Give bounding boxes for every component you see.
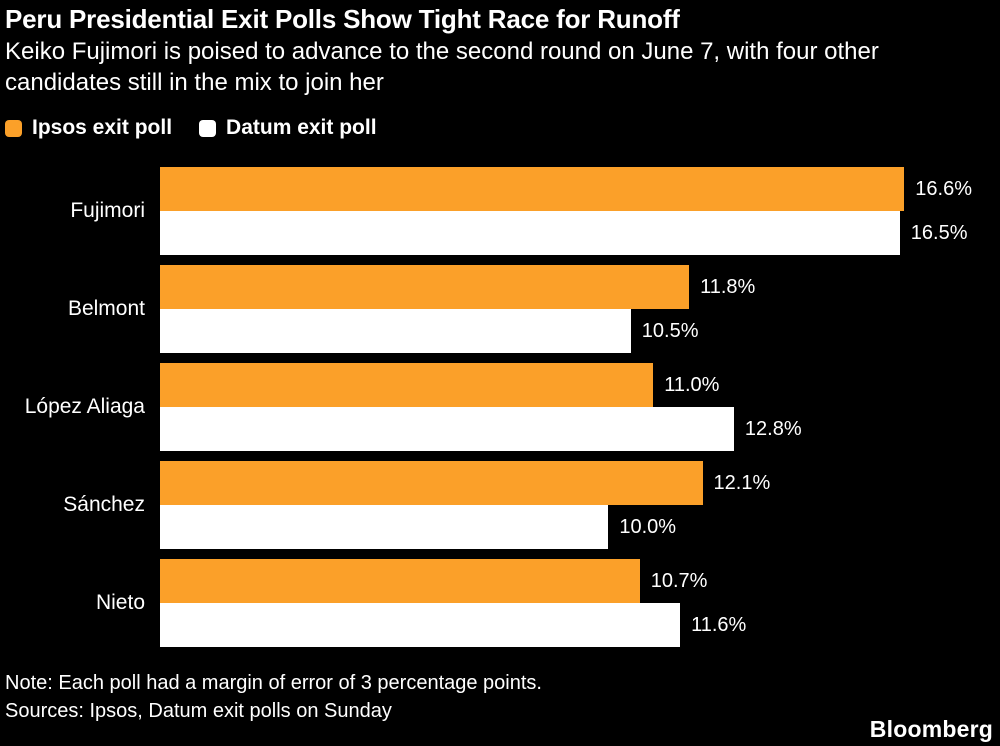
value-label: 10.0% bbox=[619, 515, 677, 538]
bar-ipsos bbox=[160, 265, 690, 309]
value-label: 12.1% bbox=[713, 471, 771, 494]
legend-label-ipsos: Ipsos exit poll bbox=[32, 116, 173, 139]
bars-container: 11.8% 10.5% bbox=[160, 265, 1000, 353]
bar-row: 12.1% bbox=[160, 461, 985, 505]
page-title: Peru Presidential Exit Polls Show Tight … bbox=[5, 4, 680, 34]
legend-swatch-datum-icon bbox=[199, 119, 217, 137]
value-label: 10.5% bbox=[641, 319, 699, 342]
bar-datum bbox=[160, 603, 681, 647]
bar-chart: Fujimori 16.6% 16.5% Belmont 11.8% 10.5% López… bbox=[0, 167, 1000, 647]
bar-group: Fujimori 16.6% 16.5% bbox=[0, 167, 1000, 255]
value-label: 10.7% bbox=[650, 569, 708, 592]
bar-row: 16.5% bbox=[160, 211, 985, 255]
bars-container: 11.0% 12.8% bbox=[160, 363, 1000, 451]
bar-row: 12.8% bbox=[160, 407, 985, 451]
legend-label-datum: Datum exit poll bbox=[226, 116, 377, 139]
bar-row: 10.5% bbox=[160, 309, 985, 353]
bar-group: Sánchez 12.1% 10.0% bbox=[0, 461, 1000, 549]
bars-container: 10.7% 11.6% bbox=[160, 559, 1000, 647]
category-label: Belmont bbox=[67, 297, 145, 320]
page-subtitle: Keiko Fujimori is poised to advance to t… bbox=[5, 38, 879, 96]
bars-container: 12.1% 10.0% bbox=[160, 461, 1000, 549]
bars-container: 16.6% 16.5% bbox=[160, 167, 1000, 255]
value-label: 16.6% bbox=[915, 177, 972, 200]
legend-item-datum: Datum exit poll bbox=[199, 116, 377, 140]
bar-ipsos bbox=[160, 167, 905, 211]
bar-row: 10.0% bbox=[160, 505, 985, 549]
bar-datum bbox=[160, 211, 900, 255]
category-label: López Aliaga bbox=[24, 395, 145, 418]
bar-datum bbox=[160, 505, 609, 549]
chart-footer: Note: Each poll had a margin of error of… bbox=[0, 669, 1000, 725]
bar-ipsos bbox=[160, 559, 640, 603]
bar-ipsos bbox=[160, 461, 703, 505]
value-label: 16.5% bbox=[910, 221, 968, 244]
value-label: 11.0% bbox=[664, 373, 720, 396]
bar-row: 16.6% bbox=[160, 167, 985, 211]
value-label: 11.8% bbox=[700, 275, 756, 298]
value-label: 11.6% bbox=[691, 613, 747, 636]
legend: Ipsos exit poll Datum exit poll bbox=[5, 115, 1000, 141]
category-label: Nieto bbox=[95, 591, 145, 614]
category-label: Sánchez bbox=[63, 493, 145, 516]
bar-row: 10.7% bbox=[160, 559, 985, 603]
bloomberg-logo: Bloomberg bbox=[869, 716, 993, 742]
bar-row: 11.8% bbox=[160, 265, 985, 309]
note-text: Note: Each poll had a margin of error of… bbox=[5, 672, 542, 694]
sources-text: Sources: Ipsos, Datum exit polls on Sund… bbox=[5, 700, 392, 722]
bar-row: 11.6% bbox=[160, 603, 985, 647]
bar-datum bbox=[160, 309, 631, 353]
bar-group: López Aliaga 11.0% 12.8% bbox=[0, 363, 1000, 451]
legend-item-ipsos: Ipsos exit poll bbox=[5, 116, 172, 140]
bar-group: Belmont 11.8% 10.5% bbox=[0, 265, 1000, 353]
bar-ipsos bbox=[160, 363, 654, 407]
legend-swatch-ipsos-icon bbox=[5, 119, 22, 137]
category-label: Fujimori bbox=[70, 199, 145, 222]
bar-datum bbox=[160, 407, 734, 451]
bar-group: Nieto 10.7% 11.6% bbox=[0, 559, 1000, 647]
bar-row: 11.0% bbox=[160, 363, 985, 407]
value-label: 12.8% bbox=[744, 417, 802, 440]
